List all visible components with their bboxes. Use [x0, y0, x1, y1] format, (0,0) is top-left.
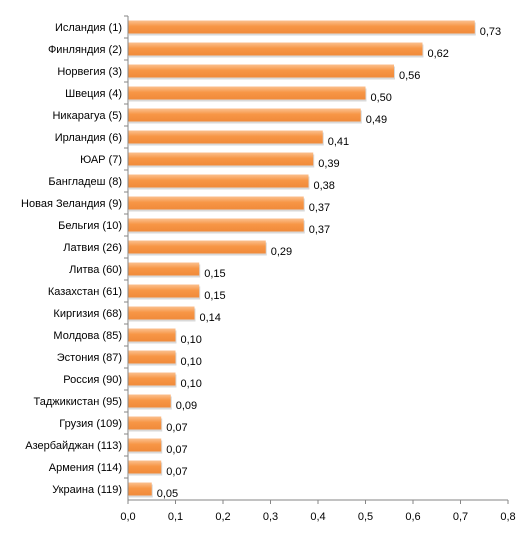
- category-label: Финляндия (2): [48, 44, 122, 56]
- bar: [128, 328, 176, 342]
- value-label: 0,15: [204, 268, 225, 280]
- x-tick-label: 0,7: [453, 511, 468, 523]
- bar: [128, 262, 200, 276]
- value-label: 0,38: [314, 180, 335, 192]
- category-label: Никарагуа (5): [52, 110, 122, 122]
- value-label: 0,49: [366, 114, 387, 126]
- x-tick-label: 0,5: [358, 511, 373, 523]
- value-label: 0,07: [166, 422, 187, 434]
- category-label: Украина (119): [52, 484, 122, 496]
- category-label: Норвегия (3): [57, 66, 122, 78]
- value-label: 0,50: [371, 92, 392, 104]
- bar: [128, 86, 366, 100]
- value-label: 0,09: [176, 400, 197, 412]
- category-label: Эстония (87): [57, 352, 122, 364]
- bar: [128, 218, 304, 232]
- bar: [128, 20, 475, 34]
- category-label: ЮАР (7): [80, 154, 122, 166]
- bar: [128, 108, 361, 122]
- bar: [128, 350, 176, 364]
- category-label: Казахстан (61): [48, 286, 122, 298]
- x-tick-label: 0,1: [168, 511, 183, 523]
- value-label: 0,39: [318, 158, 339, 170]
- value-label: 0,07: [166, 466, 187, 478]
- category-label: Ирландия (6): [55, 132, 122, 144]
- category-label: Киргизия (68): [53, 308, 122, 320]
- value-label: 0,15: [204, 290, 225, 302]
- bar: [128, 416, 162, 430]
- category-label: Азербайджан (113): [25, 440, 122, 452]
- category-label: Грузия (109): [59, 418, 122, 430]
- bar: [128, 64, 394, 78]
- value-label: 0,05: [157, 488, 178, 500]
- value-label: 0,10: [181, 356, 202, 368]
- category-label: Литва (60): [69, 264, 122, 276]
- bar: [128, 130, 323, 144]
- bar: [128, 306, 195, 320]
- bar: [128, 240, 266, 254]
- labels-layer: Исландия (1) 0,73 Финляндия (2) 0,62 Норвеги…: [21, 22, 516, 523]
- bar: [128, 152, 314, 166]
- value-label: 0,10: [181, 334, 202, 346]
- value-label: 0,10: [181, 378, 202, 390]
- category-label: Армения (114): [49, 462, 122, 474]
- value-label: 0,56: [399, 70, 420, 82]
- category-label: Латвия (26): [63, 242, 122, 254]
- bar: [128, 42, 423, 56]
- x-tick-label: 0,0: [120, 511, 135, 523]
- category-label: Новая Зеландия (9): [21, 198, 122, 210]
- value-label: 0,14: [200, 312, 221, 324]
- value-label: 0,37: [309, 224, 330, 236]
- category-label: Бельгия (10): [58, 220, 122, 232]
- category-label: Молдова (85): [53, 330, 122, 342]
- x-tick-label: 0,3: [263, 511, 278, 523]
- category-label: Россия (90): [63, 374, 122, 386]
- x-tick-label: 0,8: [500, 511, 515, 523]
- value-label: 0,29: [271, 246, 292, 258]
- value-label: 0,41: [328, 136, 349, 148]
- category-label: Швеция (4): [65, 88, 122, 100]
- x-tick-label: 0,2: [215, 511, 230, 523]
- category-label: Бангладеш (8): [48, 176, 122, 188]
- category-label: Исландия (1): [55, 22, 122, 34]
- bars-layer: [128, 20, 476, 498]
- bar: [128, 438, 162, 452]
- x-tick-label: 0,6: [405, 511, 420, 523]
- bar: [128, 460, 162, 474]
- value-label: 0,07: [166, 444, 187, 456]
- bar: [128, 482, 152, 496]
- axes-layer: [124, 15, 509, 504]
- x-tick-label: 0,4: [310, 511, 325, 523]
- bar: [128, 394, 171, 408]
- category-label: Таджикистан (95): [34, 396, 122, 408]
- bar: [128, 372, 176, 386]
- value-label: 0,37: [309, 202, 330, 214]
- value-label: 0,73: [480, 26, 501, 38]
- bar: [128, 284, 200, 298]
- value-label: 0,62: [428, 48, 449, 60]
- bar: [128, 196, 304, 210]
- bar: [128, 174, 309, 188]
